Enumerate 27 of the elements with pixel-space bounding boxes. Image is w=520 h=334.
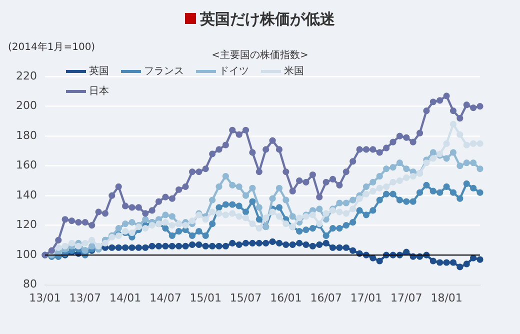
legend-label: 英国 <box>89 64 109 78</box>
chart-subtitle: <主要国の株価指数> <box>212 50 308 61</box>
legend-label: フランス <box>144 65 184 78</box>
y-tick-label: 80 <box>22 278 37 291</box>
y-tick-label: 120 <box>16 218 37 232</box>
y-axis-title: (2014年1月=100) <box>8 41 96 54</box>
y-tick-label: 180 <box>16 128 37 142</box>
x-tick-label: 13/07 <box>69 291 101 304</box>
x-tick-label: 15/07 <box>230 291 262 304</box>
legend-label: 米国 <box>284 64 304 78</box>
x-tick-label: 14/01 <box>109 291 142 304</box>
x-tick-label: 14/07 <box>150 291 182 304</box>
y-tick-label: 220 <box>16 69 37 82</box>
legend-label: 日本 <box>89 84 109 98</box>
x-tick-label: 17/01 <box>350 291 382 304</box>
chart-title: 英国だけ株価が低迷 <box>200 10 335 28</box>
y-tick-label: 160 <box>16 158 37 172</box>
x-tick-label: 16/01 <box>270 291 302 304</box>
x-tick-label: 13/01 <box>29 291 61 304</box>
legend-label: ドイツ <box>219 65 249 78</box>
x-tick-label: 15/01 <box>190 291 222 304</box>
x-tick-label: 16/07 <box>310 291 342 304</box>
y-tick-label: 200 <box>16 99 37 112</box>
x-tick-label: 18/01 <box>430 291 462 304</box>
y-tick-label: 140 <box>16 188 37 202</box>
y-tick-label: 100 <box>16 248 37 261</box>
x-tick-label: 17/07 <box>390 291 422 304</box>
